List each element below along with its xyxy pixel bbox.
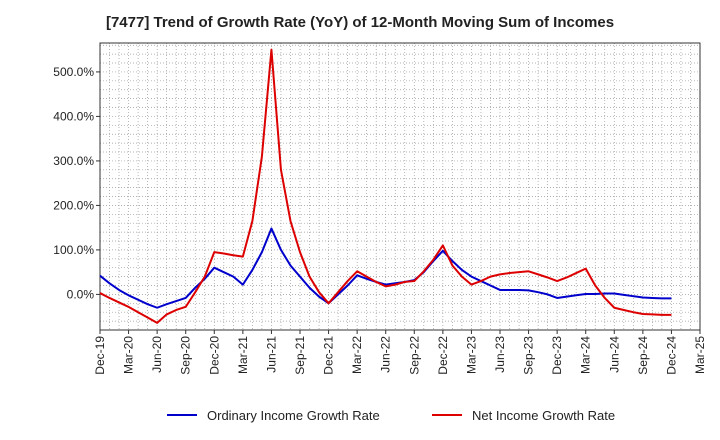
y-tick-label: 100.0% xyxy=(53,243,94,257)
legend-label: Ordinary Income Growth Rate xyxy=(207,408,380,423)
y-tick-label: 400.0% xyxy=(53,109,94,123)
chart-title: [7477] Trend of Growth Rate (YoY) of 12-… xyxy=(105,14,615,31)
series-line-ordinary-income xyxy=(99,227,672,309)
y-tick-label: 300.0% xyxy=(53,154,94,168)
y-tick-label: 500.0% xyxy=(53,65,94,79)
x-tick-label: Jun-20 xyxy=(150,336,164,373)
x-tick-label: Dec-19 xyxy=(93,336,107,375)
x-tick-label: Mar-21 xyxy=(236,336,250,374)
x-tick-label: Mar-24 xyxy=(579,336,593,374)
y-tick-label: 200.0% xyxy=(53,198,94,212)
plot-frame xyxy=(99,42,701,331)
x-tick-label: Dec-20 xyxy=(207,336,221,375)
x-tick-label: Jun-21 xyxy=(264,336,278,373)
x-tick-label: Sep-21 xyxy=(293,336,307,375)
x-tick-label: Dec-24 xyxy=(664,336,678,375)
x-tick-label: Mar-23 xyxy=(464,336,478,374)
x-tick-label: Jun-24 xyxy=(607,336,621,373)
x-tick-label: Dec-23 xyxy=(550,336,564,375)
x-tick-label: Sep-20 xyxy=(179,336,193,375)
x-tick-label: Dec-21 xyxy=(322,336,336,375)
y-tick-label: 0.0% xyxy=(67,287,95,301)
plot-area xyxy=(100,43,700,330)
x-tick-label: Sep-22 xyxy=(407,336,421,375)
x-tick-label: Mar-20 xyxy=(122,336,136,374)
x-tick-label: Dec-22 xyxy=(436,336,450,375)
x-tick-label: Mar-25 xyxy=(693,336,707,374)
x-tick-label: Mar-22 xyxy=(350,336,364,374)
x-tick-label: Jun-23 xyxy=(493,336,507,373)
legend-label: Net Income Growth Rate xyxy=(472,408,615,423)
x-tick-label: Jun-22 xyxy=(379,336,393,373)
series-line-net-income xyxy=(99,48,672,324)
x-tick-label: Sep-24 xyxy=(636,336,650,375)
x-tick-label: Sep-23 xyxy=(522,336,536,375)
